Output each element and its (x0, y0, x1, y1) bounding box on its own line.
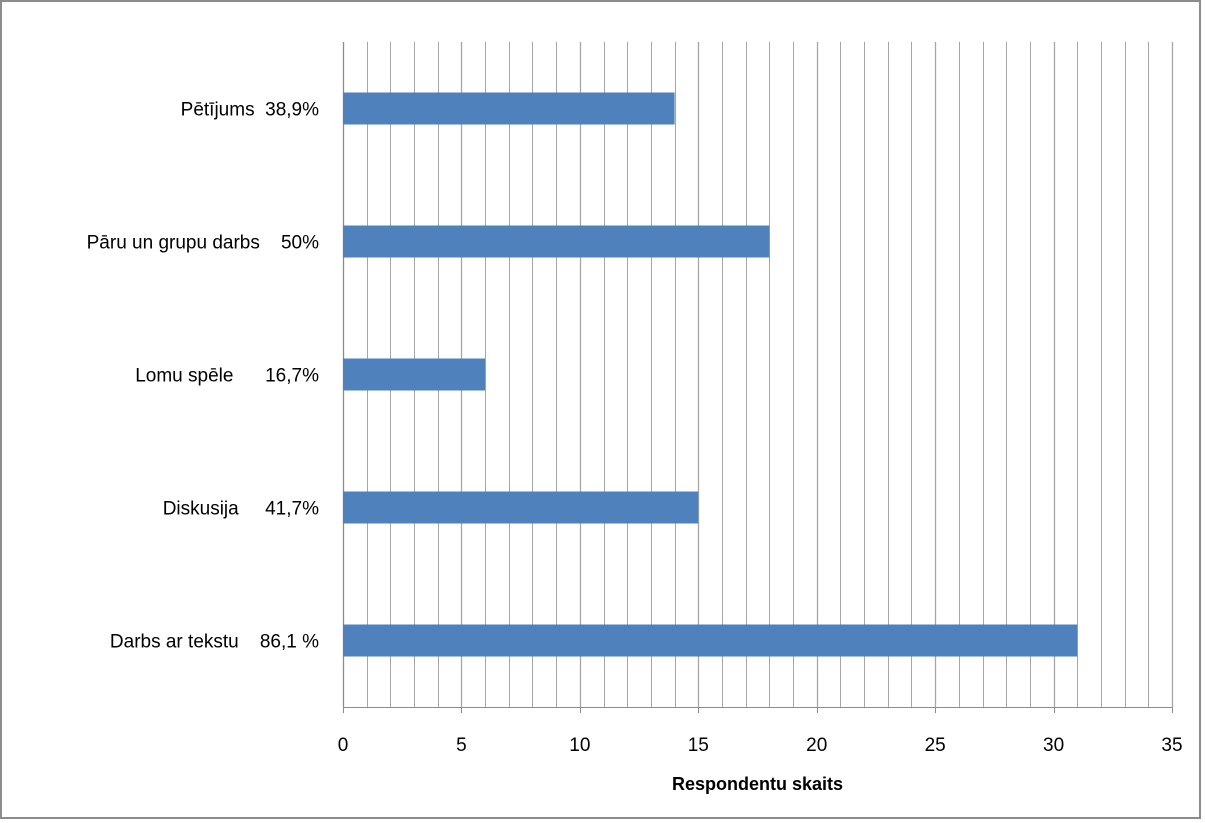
x-tick-label: 10 (569, 735, 590, 756)
bars (343, 92, 1078, 657)
bar (343, 358, 486, 391)
category-labels: Pētījums 38,9% Pāru un grupu darbs 50% Lom… (87, 100, 319, 653)
x-tick-labels: 0 5 10 15 20 25 30 35 (338, 735, 1183, 756)
x-axis-title: Respondentu skaits (672, 774, 843, 794)
x-tick-label: 35 (1161, 735, 1182, 756)
x-tick-label: 25 (925, 735, 946, 756)
category-label: Diskusija 41,7% (163, 499, 319, 520)
bar (343, 491, 699, 524)
x-tick-label: 30 (1043, 735, 1064, 756)
x-tick-label: 15 (688, 735, 709, 756)
x-tick-label: 0 (338, 735, 349, 756)
category-label: Pāru un grupu darbs 50% (87, 233, 319, 254)
bar (343, 92, 675, 125)
bar (343, 225, 770, 258)
x-tick-label: 5 (456, 735, 467, 756)
x-tick-label: 20 (806, 735, 827, 756)
category-label: Darbs ar tekstu 86,1 % (110, 632, 319, 653)
category-label: Lomu spēle 16,7% (135, 366, 319, 387)
gridlines (342, 42, 1174, 713)
category-label: Pētījums 38,9% (181, 100, 319, 121)
bar (343, 624, 1078, 657)
